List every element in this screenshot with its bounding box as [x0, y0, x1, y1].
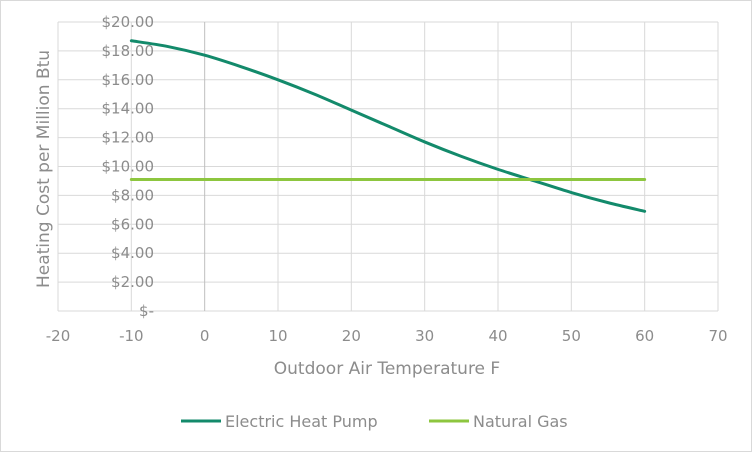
x-axis-title: Outdoor Air Temperature F [274, 359, 500, 379]
series-line-electric-heat-pump [129, 39, 647, 213]
y-tick-label: $2.00 [111, 273, 154, 291]
x-tick-label: 70 [708, 327, 727, 345]
y-axis-ticks: $- $2.00 $4.00 $6.00 $8.00 $10.00 $12.00 $14.00… [102, 13, 155, 320]
x-tick-label: 10 [268, 327, 287, 345]
x-tick-label: -20 [46, 327, 71, 345]
x-tick-label: 0 [200, 327, 210, 345]
y-tick-label: $12.00 [102, 129, 155, 147]
y-tick-label: $14.00 [102, 100, 155, 118]
y-tick-label: $16.00 [102, 71, 155, 89]
y-tick-label: $18.00 [102, 42, 155, 60]
y-tick-label: $4.00 [111, 244, 154, 262]
legend-label: Natural Gas [473, 412, 568, 431]
legend: Electric Heat Pump Natural Gas [181, 412, 568, 431]
y-tick-label: $- [139, 302, 154, 320]
y-tick-label: $8.00 [111, 186, 154, 204]
y-axis-title: Heating Cost per Million Btu [34, 50, 54, 288]
x-tick-label: 30 [415, 327, 434, 345]
x-tick-label: 50 [562, 327, 581, 345]
y-tick-label: $20.00 [102, 13, 155, 31]
x-tick-label: 60 [635, 327, 654, 345]
x-tick-label: 40 [488, 327, 507, 345]
y-tick-label: $6.00 [111, 215, 154, 233]
x-tick-label: -10 [119, 327, 144, 345]
legend-label: Electric Heat Pump [225, 412, 378, 431]
y-tick-label: $10.00 [102, 158, 155, 176]
series-lines [129, 39, 647, 213]
x-axis-ticks: -20 -10 0 10 20 30 40 50 60 70 [46, 327, 728, 345]
x-tick-label: 20 [342, 327, 361, 345]
gridlines [57, 21, 719, 312]
